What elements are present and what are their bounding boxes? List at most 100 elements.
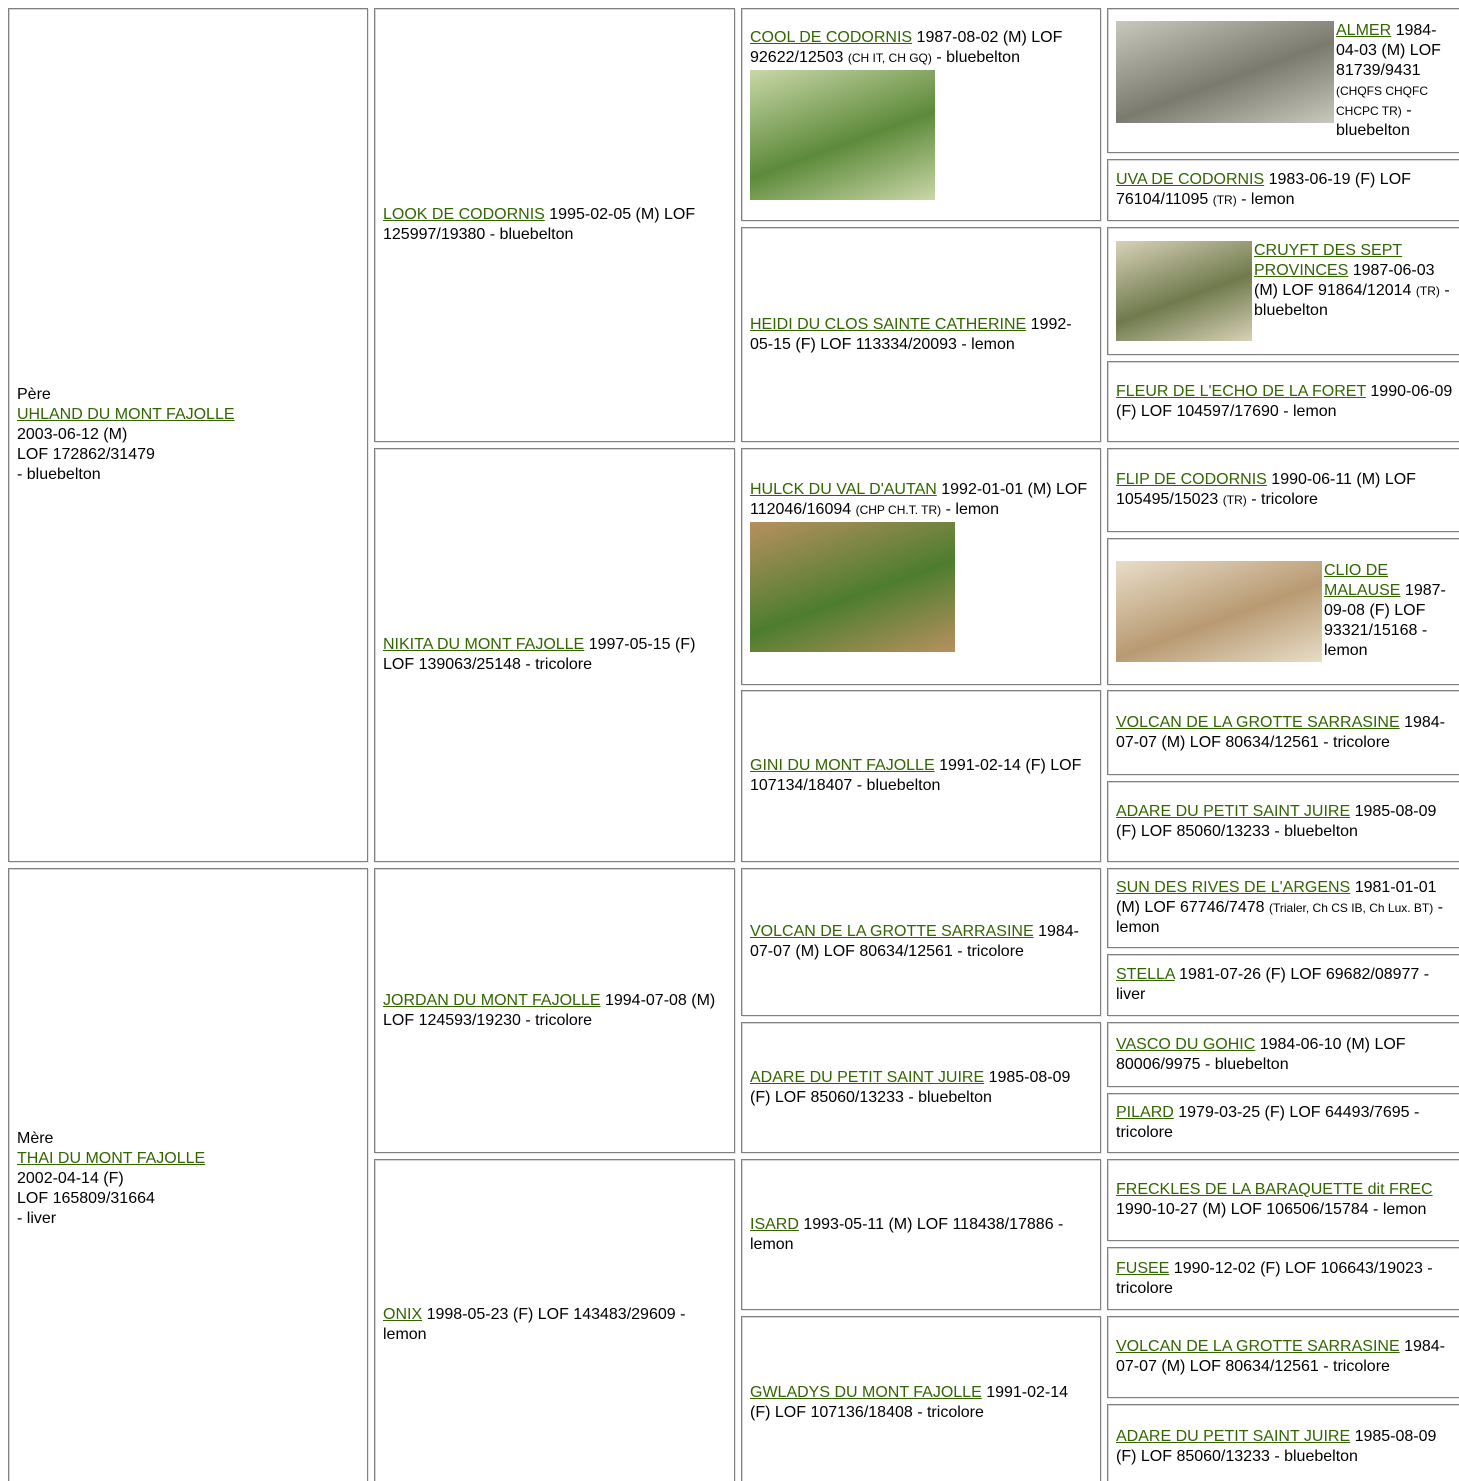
dog-detail: LOF 165809/31664: [17, 1190, 155, 1207]
dog-link[interactable]: VOLCAN DE LA GROTTE SARRASINE: [1116, 1338, 1400, 1355]
dog-detail: 1984-04-03 (M) LOF 81739/9431: [1336, 21, 1441, 79]
cell-content: GINI DU MONT FAJOLLE 1991-02-14 (F) LOF …: [750, 756, 1092, 796]
dog-detail: 1981-01-01 (M) LOF 67746/7478: [1116, 879, 1437, 916]
cell-content: HULCK DU VAL D'AUTAN 1992-01-01 (M) LOF …: [750, 480, 1092, 654]
dog-link[interactable]: HEIDI DU CLOS SAINTE CATHERINE: [750, 315, 1027, 333]
dog-link[interactable]: UVA DE CODORNIS: [1116, 171, 1265, 188]
parent-role: Mère: [17, 1130, 54, 1147]
dog-detail: 2002-04-14 (F): [17, 1170, 124, 1187]
dog-link[interactable]: FRECKLES DE LA BARAQUETTE dit FREC: [1116, 1181, 1433, 1198]
dog-link[interactable]: NIKITA DU MONT FAJOLLE: [383, 636, 585, 653]
dog-detail: 1990-10-27 (M) LOF 106506/15784 - lemon: [1116, 1201, 1427, 1218]
dog-link[interactable]: FUSEE: [1116, 1259, 1170, 1277]
dog-link[interactable]: VOLCAN DE LA GROTTE SARRASINE: [1116, 713, 1400, 731]
dog-link[interactable]: ADARE DU PETIT SAINT JUIRE: [1116, 1428, 1351, 1445]
cell-content: VASCO DU GOHIC 1984-06-10 (M) LOF 80006/…: [1116, 1035, 1458, 1075]
pedigree-cell: STELLA 1981-07-26 (F) LOF 69682/08977 - …: [1107, 954, 1459, 1016]
pedigree-cell: ONIX 1998-05-23 (F) LOF 143483/29609 - l…: [374, 1159, 735, 1481]
dog-link[interactable]: ADARE DU PETIT SAINT JUIRE: [750, 1068, 985, 1086]
pedigree-cell: ADARE DU PETIT SAINT JUIRE 1985-08-09 (F…: [1107, 781, 1459, 862]
dog-detail: 1984-07-07 (M) LOF 80634/12561 - tricolo…: [750, 923, 1079, 960]
dog-link[interactable]: ISARD: [750, 1215, 799, 1233]
cell-content: VOLCAN DE LA GROTTE SARRASINE 1984-07-07…: [750, 922, 1092, 962]
dog-detail: 1992-05-15 (F) LOF 113334/20093 - lemon: [750, 315, 1072, 353]
dog-link[interactable]: GWLADYS DU MONT FAJOLLE: [750, 1384, 982, 1401]
pedigree-cell: PILARD 1979-03-25 (F) LOF 64493/7695 - t…: [1107, 1093, 1459, 1153]
cell-content: ONIX 1998-05-23 (F) LOF 143483/29609 - l…: [383, 1305, 726, 1345]
cell-content: ADARE DU PETIT SAINT JUIRE 1985-08-09 (F…: [1116, 1427, 1458, 1467]
cell-content: ADARE DU PETIT SAINT JUIRE 1985-08-09 (F…: [1116, 802, 1458, 842]
dog-titles: (TR): [1415, 284, 1440, 298]
pedigree-cell: LOOK DE CODORNIS 1995-02-05 (M) LOF 1259…: [374, 8, 735, 442]
dog-link[interactable]: ONIX: [383, 1305, 423, 1323]
dog-link[interactable]: VOLCAN DE LA GROTTE SARRASINE: [750, 923, 1034, 940]
dog-link[interactable]: HULCK DU VAL D'AUTAN: [750, 480, 937, 498]
dog-photo: [750, 521, 955, 652]
cell-content: VOLCAN DE LA GROTTE SARRASINE 1984-07-07…: [1116, 1337, 1458, 1377]
dog-titles: (CHP CH.T. TR): [855, 502, 942, 517]
dog-detail: 1990-06-11 (M) LOF 105495/15023: [1116, 471, 1416, 508]
cell-content: FLEUR DE L'ECHO DE LA FORET 1990-06-09 (…: [1116, 382, 1458, 422]
pedigree-cell: ISARD 1993-05-11 (M) LOF 118438/17886 - …: [741, 1159, 1101, 1310]
dog-link[interactable]: ALMER: [1336, 21, 1392, 39]
dog-titles: (Trialer, Ch CS IB, Ch Lux. BT): [1268, 901, 1434, 915]
pedigree-cell: ALMER 1984-04-03 (M) LOF 81739/9431 (CHQ…: [1107, 8, 1459, 153]
cell-content: JORDAN DU MONT FAJOLLE 1994-07-08 (M) LO…: [383, 991, 726, 1031]
dog-link[interactable]: SUN DES RIVES DE L'ARGENS: [1116, 879, 1351, 896]
dog-detail: - liver: [17, 1210, 57, 1227]
dog-photo: [1116, 241, 1252, 341]
pedigree-cell: GINI DU MONT FAJOLLE 1991-02-14 (F) LOF …: [741, 690, 1101, 862]
dog-detail: 1995-02-05 (M) LOF 125997/19380 - bluebe…: [383, 206, 696, 243]
pedigree-cell: VOLCAN DE LA GROTTE SARRASINE 1984-07-07…: [1107, 1316, 1459, 1398]
dog-link[interactable]: GINI DU MONT FAJOLLE: [750, 757, 935, 774]
cell-content: NIKITA DU MONT FAJOLLE 1997-05-15 (F) LO…: [383, 635, 726, 675]
dog-detail: 1984-07-07 (M) LOF 80634/12561 - tricolo…: [1116, 1338, 1445, 1375]
dog-link[interactable]: FLEUR DE L'ECHO DE LA FORET: [1116, 382, 1366, 400]
pedigree-cell: COOL DE CODORNIS 1987-08-02 (M) LOF 9262…: [741, 8, 1101, 221]
dog-titles: (CH IT, CH GQ): [847, 50, 932, 65]
pedigree-cell: HULCK DU VAL D'AUTAN 1992-01-01 (M) LOF …: [741, 448, 1101, 685]
dog-detail: 1987-06-03 (M) LOF 91864/12014: [1254, 262, 1435, 299]
cell-content: ISARD 1993-05-11 (M) LOF 118438/17886 - …: [750, 1215, 1092, 1255]
dog-detail: 1983-06-19 (F) LOF 76104/11095: [1116, 171, 1411, 208]
dog-coat: - lemon: [945, 500, 999, 518]
cell-content: VOLCAN DE LA GROTTE SARRASINE 1984-07-07…: [1116, 713, 1458, 753]
dog-photo: [1116, 20, 1334, 123]
cell-content: Père UHLAND DU MONT FAJOLLE 2003-06-12 (M)…: [17, 385, 359, 485]
dog-link[interactable]: CRUYFT DES SEPT PROVINCES: [1254, 242, 1403, 279]
dog-detail: 1993-05-11 (M) LOF 118438/17886 - lemon: [750, 1215, 1064, 1253]
pedigree-cell: CLIO DE MALAUSE 1987-09-08 (F) LOF 93321…: [1107, 538, 1459, 685]
dog-detail: 1992-01-01 (M) LOF 112046/16094: [750, 480, 1088, 518]
cell-content: UVA DE CODORNIS 1983-06-19 (F) LOF 76104…: [1116, 170, 1458, 210]
dog-link[interactable]: COOL DE CODORNIS: [750, 28, 913, 46]
pedigree-cell: Père UHLAND DU MONT FAJOLLE 2003-06-12 (M)…: [8, 8, 368, 862]
dog-link[interactable]: PILARD: [1116, 1104, 1174, 1121]
pedigree-cell: FLIP DE CODORNIS 1990-06-11 (M) LOF 1054…: [1107, 448, 1459, 532]
dog-link[interactable]: VASCO DU GOHIC: [1116, 1035, 1256, 1053]
dog-coat: - bluebelton: [936, 48, 1020, 66]
cell-content: COOL DE CODORNIS 1987-08-02 (M) LOF 9262…: [750, 28, 1092, 202]
cell-content: Mère THAI DU MONT FAJOLLE 2002-04-14 (F) LO…: [17, 1129, 359, 1229]
dog-link[interactable]: FLIP DE CODORNIS: [1116, 471, 1267, 488]
cell-content: LOOK DE CODORNIS 1995-02-05 (M) LOF 1259…: [383, 205, 726, 245]
dog-detail: 1981-07-26 (F) LOF 69682/08977 - liver: [1116, 966, 1430, 1003]
cell-content: CRUYFT DES SEPT PROVINCES 1987-06-03 (M)…: [1116, 241, 1458, 341]
dog-detail: 2003-06-12 (M): [17, 426, 128, 443]
dog-link[interactable]: THAI DU MONT FAJOLLE: [17, 1150, 206, 1167]
dog-link[interactable]: ADARE DU PETIT SAINT JUIRE: [1116, 802, 1351, 820]
dog-titles: (CHQFS CHQFC CHCPC TR): [1336, 83, 1428, 118]
dog-link[interactable]: UHLAND DU MONT FAJOLLE: [17, 406, 235, 423]
pedigree-cell: FLEUR DE L'ECHO DE LA FORET 1990-06-09 (…: [1107, 361, 1459, 442]
cell-content: SUN DES RIVES DE L'ARGENS 1981-01-01 (M)…: [1116, 878, 1458, 938]
pedigree-cell: Mère THAI DU MONT FAJOLLE 2002-04-14 (F) LO…: [8, 868, 368, 1481]
name-line: UHLAND DU MONT FAJOLLE: [17, 405, 359, 425]
cell-content: STELLA 1981-07-26 (F) LOF 69682/08977 - …: [1116, 965, 1458, 1005]
dog-link[interactable]: JORDAN DU MONT FAJOLLE: [383, 991, 601, 1009]
dog-link[interactable]: LOOK DE CODORNIS: [383, 206, 545, 223]
dog-link[interactable]: CLIO DE MALAUSE: [1324, 562, 1401, 599]
pedigree-cell: FUSEE 1990-12-02 (F) LOF 106643/19023 - …: [1107, 1247, 1459, 1310]
dog-coat: - lemon: [1241, 191, 1295, 208]
dog-detail: 1990-06-09 (F) LOF 104597/17690 - lemon: [1116, 382, 1453, 420]
dog-link[interactable]: STELLA: [1116, 966, 1175, 983]
